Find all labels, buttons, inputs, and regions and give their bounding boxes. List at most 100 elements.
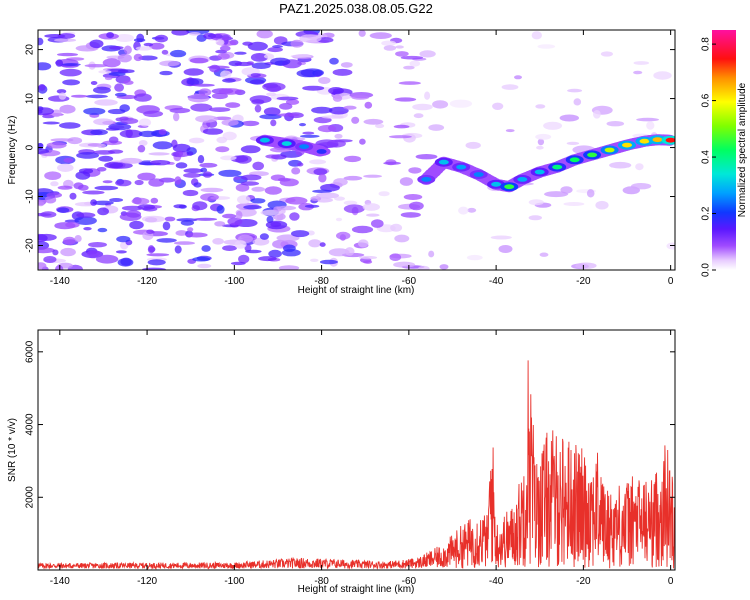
noise-blob [173, 204, 186, 209]
noise-blob [636, 117, 659, 122]
noise-blob [273, 206, 282, 212]
noise-blob [221, 119, 239, 126]
noise-blob [164, 216, 176, 222]
noise-blob [351, 116, 360, 124]
noise-blob [263, 54, 274, 59]
noise-blob [200, 187, 224, 193]
noise-blob [97, 143, 106, 148]
noise-blob [240, 174, 262, 181]
noise-blob [175, 230, 188, 236]
noise-blob [143, 110, 164, 118]
noise-blob [211, 92, 228, 100]
noise-blob [528, 215, 542, 221]
noise-blob [123, 45, 132, 55]
noise-blob [340, 62, 353, 68]
noise-blob [363, 118, 384, 125]
noise-blob [200, 167, 208, 173]
noise-blob [148, 178, 165, 187]
noise-blob [395, 51, 409, 57]
noise-blob [78, 168, 94, 174]
noise-blob [175, 162, 188, 169]
noise-blob [197, 155, 205, 164]
ridge-core [652, 137, 663, 143]
noise-blob [147, 245, 155, 254]
noise-blob [200, 193, 219, 202]
noise-blob [412, 103, 433, 111]
noise-blob [104, 76, 113, 81]
noise-blob [117, 53, 132, 63]
noise-blob [146, 253, 170, 257]
noise-blob [104, 162, 124, 169]
noise-blob [335, 217, 343, 222]
noise-blob [38, 201, 45, 207]
noise-blob [209, 64, 221, 73]
noise-blob [336, 231, 351, 240]
colorbar-tick-label: 0.0 [701, 263, 712, 277]
noise-blob [362, 203, 380, 211]
bottom-x-tick-label: -100 [224, 576, 244, 587]
noise-blob [108, 72, 126, 76]
noise-blob [369, 32, 392, 39]
noise-blob [332, 94, 343, 102]
noise-blob [250, 198, 266, 204]
bottom-x-tick-label: -80 [314, 576, 329, 587]
noise-blob [38, 247, 55, 254]
noise-blob [109, 198, 124, 202]
noise-blob [393, 124, 410, 129]
noise-blob [222, 78, 236, 83]
noise-blob [395, 45, 404, 49]
noise-blob [135, 46, 153, 51]
noise-blob [566, 141, 580, 145]
noise-blob [254, 104, 262, 113]
noise-blob [277, 177, 291, 182]
colorbar-gradient [712, 30, 736, 270]
colorbar: 0.0 0.2 0.4 0.6 0.8 Normalized spectral ampl… [701, 30, 748, 277]
noise-blob [56, 89, 67, 94]
noise-blob [328, 248, 350, 257]
noise-blob [159, 70, 173, 76]
noise-blob [394, 234, 410, 243]
noise-blob [82, 190, 105, 195]
noise-blob [222, 213, 237, 219]
ridge-core [259, 137, 270, 143]
noise-blob [544, 191, 569, 198]
noise-blob [40, 211, 57, 218]
noise-blob [334, 196, 345, 201]
noise-blob [150, 197, 159, 204]
noise-blob [389, 135, 412, 139]
noise-blob [408, 167, 422, 174]
noise-blob [173, 112, 180, 122]
noise-blob [188, 32, 201, 36]
noise-blob [174, 245, 182, 254]
noise-blob [490, 235, 512, 240]
noise-blob [108, 149, 124, 154]
noise-blob [74, 216, 97, 225]
noise-blob [180, 219, 195, 226]
noise-blob [119, 116, 129, 121]
noise-blob [409, 201, 424, 211]
noise-blob [214, 221, 226, 227]
snr-series-line [38, 360, 675, 570]
noise-blob [222, 131, 237, 141]
noise-blob [428, 250, 435, 258]
noise-blob [393, 261, 416, 268]
ridge-core [534, 169, 545, 175]
noise-blob [195, 115, 218, 123]
noise-blob [312, 189, 333, 193]
noise-blob [119, 104, 130, 112]
noise-blob [216, 136, 228, 144]
bottom-y-axis: 2000 4000 6000 [25, 340, 675, 508]
noise-blob [290, 54, 312, 58]
bottom-x-tick-label: -140 [50, 576, 70, 587]
noise-blob [296, 69, 319, 78]
noise-blob [279, 103, 293, 110]
snr-frame [37, 329, 676, 571]
noise-blob [38, 262, 47, 270]
noise-blob [501, 84, 519, 90]
noise-blob [528, 199, 544, 206]
noise-blob [74, 235, 82, 243]
noise-blob [278, 265, 300, 270]
noise-blob [586, 189, 595, 198]
noise-blob [389, 253, 402, 261]
